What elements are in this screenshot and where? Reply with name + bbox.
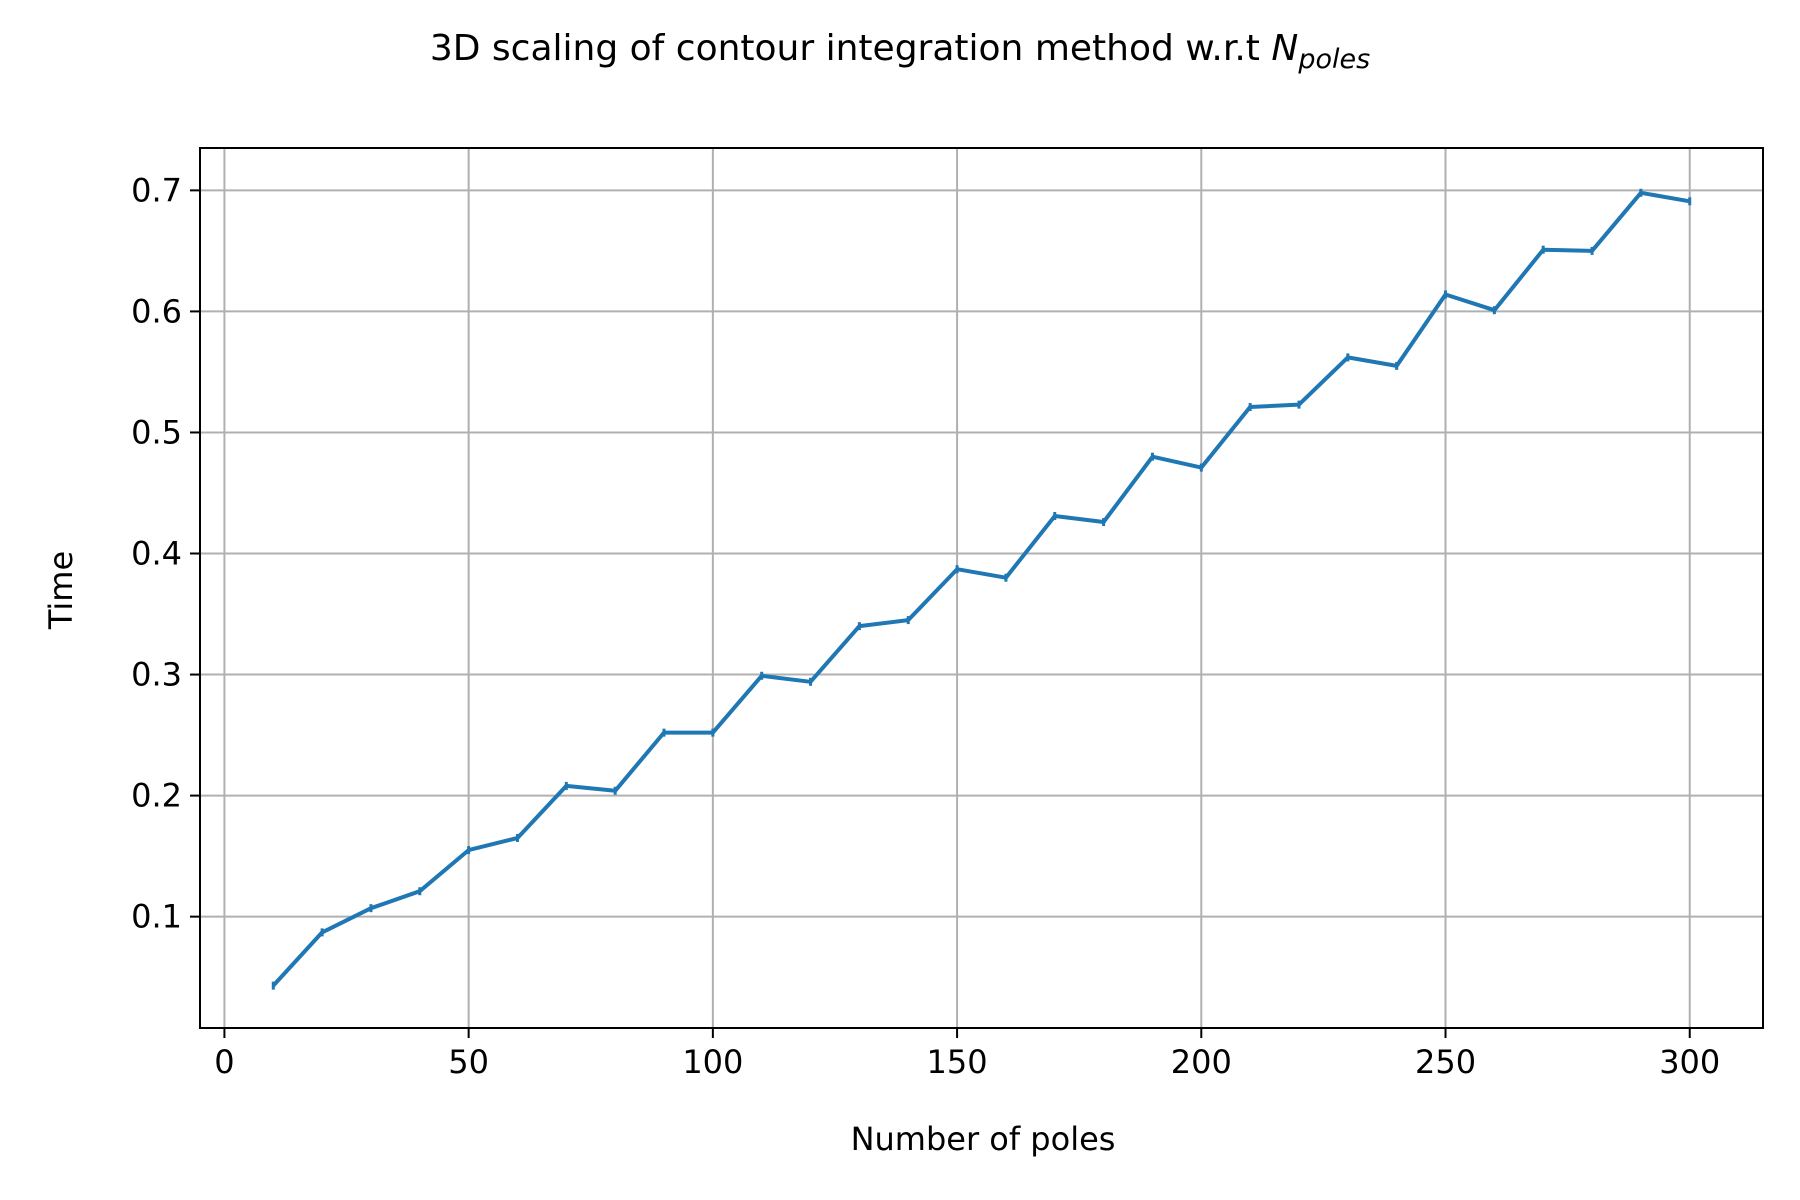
- plot-frame: [199, 147, 1764, 1029]
- y-tick-label: 0.7: [131, 171, 182, 209]
- x-tick-label: 150: [927, 1043, 988, 1081]
- x-tick-label: 250: [1415, 1043, 1476, 1081]
- chart-title-math-base: N: [1271, 28, 1298, 69]
- x-tick-label: 300: [1659, 1043, 1720, 1081]
- y-tick-label: 0.2: [131, 777, 182, 815]
- x-tick-label: 200: [1171, 1043, 1232, 1081]
- y-tick-label: 0.4: [131, 535, 182, 573]
- plot-area: [271, 188, 1692, 990]
- y-axis: 0.1 0.2 0.3 0.4 0.5 0.6 0.7: [131, 171, 200, 936]
- x-axis: 0 50 100 150 200 250 300: [214, 1028, 1720, 1081]
- x-tick-label: 0: [214, 1043, 234, 1081]
- y-tick-label: 0.1: [131, 898, 182, 936]
- x-axis-label: Number of poles: [851, 1120, 1116, 1158]
- chart-title-math-sub: poles: [1297, 44, 1370, 75]
- chart-title: 3D scaling of contour integration method…: [430, 28, 1370, 75]
- y-axis-label: Time: [42, 551, 80, 630]
- y-tick-label: 0.6: [131, 292, 182, 330]
- y-tick-label: 0.5: [131, 413, 182, 451]
- grid: [200, 148, 1763, 1028]
- x-tick-label: 50: [448, 1043, 489, 1081]
- chart-title-text: 3D scaling of contour integration method…: [430, 28, 1272, 69]
- series-line: [271, 190, 1691, 987]
- x-tick-label: 100: [682, 1043, 743, 1081]
- y-tick-label: 0.3: [131, 656, 182, 694]
